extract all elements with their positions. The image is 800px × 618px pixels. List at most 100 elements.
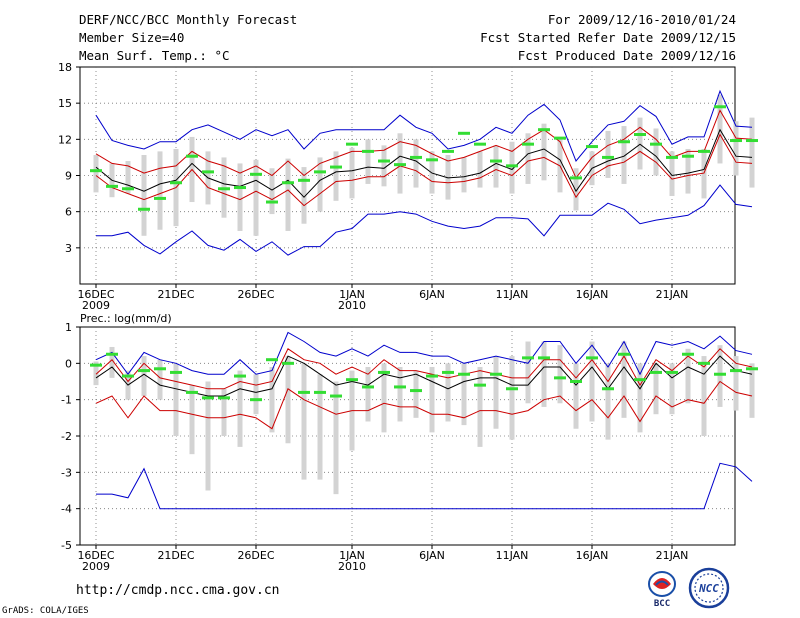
panel2-mark <box>378 370 390 374</box>
panel1-mark <box>282 181 294 185</box>
panel1-x-tick-label: 11JAN <box>496 288 529 301</box>
panel1-mark <box>506 164 518 168</box>
panel2-mark <box>234 374 246 378</box>
panel2-spread-bar <box>253 374 259 415</box>
panel1-y-tick-label: 6 <box>65 206 72 219</box>
panel1-x-tick-label: 16DEC <box>77 288 114 301</box>
panel2-mark <box>314 390 326 394</box>
panel2-mark <box>634 378 646 382</box>
panel2-spread-bar <box>237 370 243 447</box>
panel1-spread-bar <box>237 163 243 231</box>
panel2-x-tick-label: 21JAN <box>656 549 689 562</box>
panel2-spread-bar <box>509 356 515 440</box>
panel2-series-min <box>96 462 753 510</box>
panel1-mark <box>714 105 726 109</box>
panel2-series-median <box>95 355 753 397</box>
panel2-spread-bar <box>701 356 707 436</box>
bcc-logo-text: BCC <box>654 599 670 608</box>
panel2-series-max <box>95 331 753 376</box>
panel1-mark <box>682 154 694 158</box>
panel2-spread-bar <box>573 363 579 429</box>
panel2-mark <box>122 374 134 378</box>
panel2-x-tick-label: 16DEC <box>77 549 114 562</box>
panel2-mark <box>554 376 566 380</box>
panel2-spread-bar <box>429 366 435 433</box>
panel2-spread-bar <box>589 341 595 422</box>
panel1-spread-bar <box>637 117 643 170</box>
bcc-logo: BCC <box>648 571 676 608</box>
panel2-x-tick-year: 2009 <box>82 560 110 573</box>
panel2-title: Prec.: log(mm/d) <box>80 312 172 325</box>
panel1-spread-bar <box>685 148 691 194</box>
panel1-spread-bar <box>573 168 579 211</box>
panel2-spread-bar <box>285 356 291 444</box>
panel1-mark <box>234 186 246 190</box>
panel2-mark <box>138 369 150 373</box>
panel2-mark <box>650 370 662 374</box>
panel1-spread-bar <box>269 168 275 215</box>
panel2-mark <box>570 380 582 383</box>
panel1-spread-bar <box>93 155 99 193</box>
panel1-mark <box>394 163 406 167</box>
panel1-mark <box>490 159 502 163</box>
panel2-x-tick-label: 21DEC <box>157 549 194 562</box>
panel2-mark <box>474 383 486 387</box>
panel2-spread-bar <box>109 346 115 378</box>
panel1-mark <box>458 131 470 135</box>
panel2-mark <box>154 367 166 371</box>
panel2-series-lower <box>95 380 753 430</box>
panel1-mark <box>410 155 422 159</box>
panel1-spread-bar <box>733 121 739 176</box>
panel1-mark <box>474 142 486 146</box>
panel1-mark <box>154 196 166 200</box>
panel2-spread-bar <box>621 341 627 418</box>
panel1-spread-bar <box>333 151 339 201</box>
panel2-mark <box>218 396 230 400</box>
panel2-x-tick-year: 2010 <box>338 560 366 573</box>
panel1-spread-bar <box>653 128 659 176</box>
panel2-spread-bar <box>301 363 307 480</box>
panel2-spread-bar <box>269 366 275 433</box>
ncc-logo: NCC <box>688 567 730 609</box>
panel2-mark <box>714 372 726 376</box>
panel2-spread-bar <box>493 356 499 429</box>
panel1-mark <box>170 181 182 185</box>
panel2-y-tick-label: -2 <box>61 430 72 443</box>
panel1-mark <box>570 176 582 180</box>
panel2-mark <box>522 356 534 360</box>
ncc-logo-text: NCC <box>698 582 719 595</box>
panel1-spread-bar <box>525 133 531 184</box>
panel1-mark <box>746 139 758 143</box>
panel1-mark <box>618 140 630 144</box>
panel2-spread-bar <box>189 385 195 455</box>
panel2-mark <box>362 385 374 389</box>
panel2-mark <box>698 361 710 365</box>
panel1-spread-bar <box>509 141 515 194</box>
panel1-spread-bar <box>605 130 611 178</box>
panel2-y-tick-label: -1 <box>61 394 72 407</box>
panel2-spread-bar <box>221 388 227 436</box>
panel1-spread-bar <box>301 167 307 224</box>
panel1-mark <box>202 170 214 174</box>
panel1-y-tick-label: 12 <box>58 133 72 146</box>
panel2-mark <box>394 385 406 389</box>
panel1-x-tick-label: 6JAN <box>419 288 445 301</box>
panel2-spread-bar <box>669 363 675 415</box>
panel2-mark <box>586 356 598 360</box>
panel1-y-tick-label: 3 <box>65 242 72 255</box>
panel2-mark <box>346 378 358 382</box>
panel2-spread-bar <box>413 370 419 418</box>
panel2-spread-bar <box>365 366 371 422</box>
panel1-mark <box>90 169 102 173</box>
panel2-spread-bar <box>93 361 99 386</box>
footer-url: http://cmdp.ncc.cma.gov.cn <box>76 583 280 598</box>
panel2-mark <box>90 363 102 367</box>
panel1-spread-bar <box>141 155 147 236</box>
panel1-mark <box>266 200 278 204</box>
panel2-mark <box>538 356 550 360</box>
panel1-x-tick-label: 21DEC <box>157 288 194 301</box>
panel1-mark <box>330 165 342 169</box>
panel2-x-tick-label: 26DEC <box>237 549 274 562</box>
panel2-spread-bar <box>653 363 659 415</box>
panel1-spread-bar <box>157 151 163 230</box>
